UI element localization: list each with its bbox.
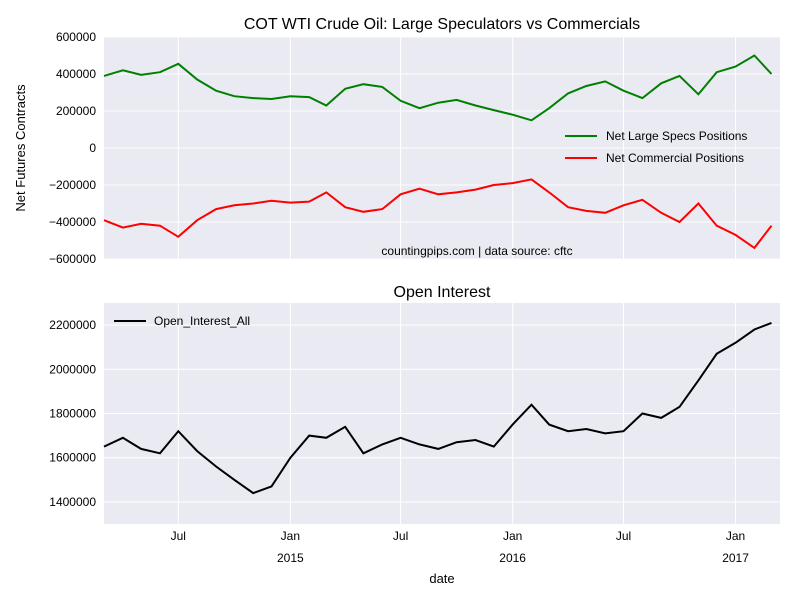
bottom-panel: Open Interest 2200000 2000000 1800000 16000… xyxy=(49,284,780,586)
x-tick-label: Jan xyxy=(281,529,300,543)
top-y-tick-label: −600000 xyxy=(49,252,96,266)
x-tick-label: Jul xyxy=(616,529,631,543)
x-tick-label: Jul xyxy=(393,529,408,543)
legend-entry-label: Open_Interest_All xyxy=(154,314,250,328)
x-tick-label: Jul xyxy=(171,529,186,543)
bottom-legend: Open_Interest_All xyxy=(114,314,250,328)
legend-entry-label: Net Large Specs Positions xyxy=(606,129,747,143)
bottom-y-tick-label: 2200000 xyxy=(49,318,96,332)
legend-entry-label: Net Commercial Positions xyxy=(606,151,744,165)
x-tick-label: Jan xyxy=(726,529,745,543)
source-annotation: countingpips.com | data source: cftc xyxy=(381,244,572,258)
top-y-tick-label: 0 xyxy=(89,141,96,155)
top-chart-title: COT WTI Crude Oil: Large Speculators vs … xyxy=(244,16,640,33)
series-line-commercials xyxy=(103,178,773,250)
top-y-tick-label: 600000 xyxy=(56,30,96,44)
top-y-tick-label: −200000 xyxy=(49,178,96,192)
bottom-y-tick-label: 1400000 xyxy=(49,495,96,509)
x-tick-year-label: 2017 xyxy=(722,551,749,565)
series-line-large-specs xyxy=(103,54,773,122)
top-y-axis-label: Net Futures Contracts xyxy=(13,84,28,212)
bottom-y-tick-label: 1600000 xyxy=(49,451,96,465)
top-y-tick-label: 200000 xyxy=(56,104,96,118)
bottom-series-lines xyxy=(103,321,772,495)
bottom-x-tick-labels: Jul Jan 2015 Jul Jan 2016 Jul Jan 2017 xyxy=(171,529,750,565)
top-gridlines xyxy=(104,36,780,260)
top-series-lines xyxy=(103,54,773,250)
bottom-y-tick-labels: 2200000 2000000 1800000 1600000 1400000 xyxy=(49,318,96,509)
series-line-open-interest xyxy=(103,321,772,495)
x-tick-label: Jan xyxy=(503,529,522,543)
bottom-y-tick-label: 2000000 xyxy=(49,362,96,376)
top-y-tick-label: −400000 xyxy=(49,215,96,229)
x-tick-year-label: 2016 xyxy=(499,551,526,565)
top-y-tick-labels: 600000 400000 200000 0 −200000 −400000 −600000 xyxy=(49,30,96,266)
x-tick-year-label: 2015 xyxy=(277,551,304,565)
top-legend: Net Large Specs Positions Net Commercial … xyxy=(565,129,747,165)
bottom-gridlines xyxy=(104,303,780,524)
bottom-x-axis-label: date xyxy=(429,571,454,586)
bottom-y-tick-label: 1800000 xyxy=(49,407,96,421)
bottom-chart-title: Open Interest xyxy=(394,284,492,301)
top-y-tick-label: 400000 xyxy=(56,67,96,81)
top-panel: COT WTI Crude Oil: Large Speculators vs … xyxy=(13,16,780,266)
